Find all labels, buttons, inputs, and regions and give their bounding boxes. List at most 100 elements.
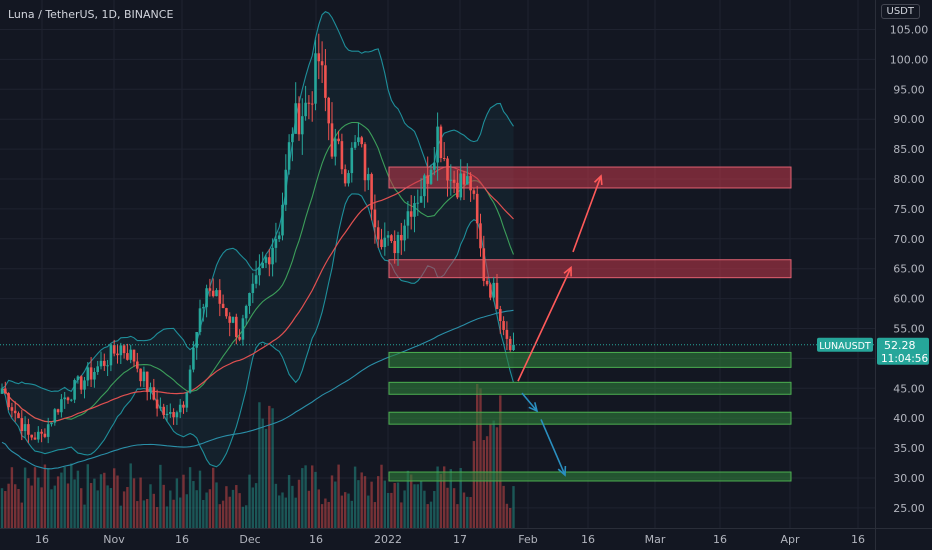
volume-bar [122,491,126,528]
volume-bar [327,501,330,528]
support-zone[interactable] [388,411,792,425]
candle-body [99,360,103,367]
volume-bar [509,507,512,528]
arrow-down-2[interactable] [540,419,566,476]
candle-body [172,412,175,418]
volume-bar [462,492,466,528]
arrow-down-2-head [557,465,567,477]
volume-bar [238,493,241,528]
volume-bar [446,487,449,528]
volume-bar [129,463,132,528]
volume-bar [63,466,66,528]
zones[interactable] [388,166,792,482]
x-tick-label: 16 [851,533,865,546]
volume-bar [188,467,192,528]
candle-body [314,53,317,104]
candle-body [258,268,261,276]
volume-bar [416,484,419,528]
volume-bar [317,489,320,528]
arrow-up-2[interactable] [572,175,602,253]
y-tick-label: 55.00 [893,323,925,336]
symbol-tag [817,337,873,352]
candle-body [221,303,225,309]
volume-bar [406,470,410,528]
support-zone[interactable] [388,351,792,368]
candle-body [459,173,462,198]
support-zone[interactable] [388,471,792,482]
arrow-up-1[interactable] [517,267,572,382]
candle-body [442,158,446,160]
candle-body [327,97,330,124]
volume-bar [383,480,386,528]
candle-body [50,422,53,425]
volume-bar [469,497,472,528]
volume-bar [70,463,73,528]
volume-bar [198,470,202,528]
volume-bar [281,492,284,528]
y-tick-label: 100.00 [890,53,929,66]
volume-bar [43,464,47,528]
x-tick-label: Feb [518,533,537,546]
chart-title: Luna / TetherUS, 1D, BINANCE [8,8,174,21]
candle-body [485,280,489,285]
arrow-down-1[interactable] [521,392,538,412]
volume-bar [502,485,505,528]
volume-bar [410,474,413,528]
candle-body [304,102,307,117]
resistance-zone[interactable] [388,259,792,279]
projection-arrows[interactable] [517,174,603,477]
candle-body [96,366,99,372]
volume-bar [50,489,53,528]
volume-bar [433,491,436,528]
candle-body [188,369,192,393]
candle-body [126,353,129,360]
candle-body [264,257,268,263]
x-tick-label: 17 [453,533,467,546]
candle-body [4,388,7,394]
candle-body [251,283,255,294]
volume-bar [182,474,185,528]
candle-body [37,431,40,440]
candle-body [380,239,383,248]
candle-body [89,367,93,380]
volume-bar [459,468,462,528]
volume-bar [4,491,7,528]
candle-body [502,321,505,330]
candle-body [254,275,258,284]
currency-badge[interactable]: USDT [880,4,920,19]
volume-bar [443,466,446,528]
support-zone[interactable] [388,381,792,395]
candle-body [241,318,245,340]
volume-bar [86,464,89,528]
volume-bar [162,484,165,528]
candle-body [142,371,146,382]
volume-bar [350,500,353,528]
candle-body [433,162,436,170]
candle-body [215,290,218,297]
candle-body [423,175,426,197]
candle-body [218,290,222,304]
volume-bar [320,504,324,528]
volume-bar [231,489,235,528]
x-tick-label: Dec [239,533,260,546]
volume-bar [225,486,228,528]
candle-body [178,404,182,413]
volume-bar [93,478,96,528]
candle-body [291,133,294,143]
volume-bar [152,493,155,528]
candle-body [284,169,288,205]
candle-body [165,413,169,416]
arrow-down-1-head [528,402,539,413]
volume-bar [33,467,37,528]
candle-body [244,305,248,319]
volume-bar [264,428,268,528]
arrow-up-2-head [593,174,603,186]
volume-bar [479,388,482,528]
resistance-zone[interactable] [388,166,792,189]
volume-bar [192,481,195,528]
candle-body [129,349,132,360]
volume-bar [307,490,311,528]
